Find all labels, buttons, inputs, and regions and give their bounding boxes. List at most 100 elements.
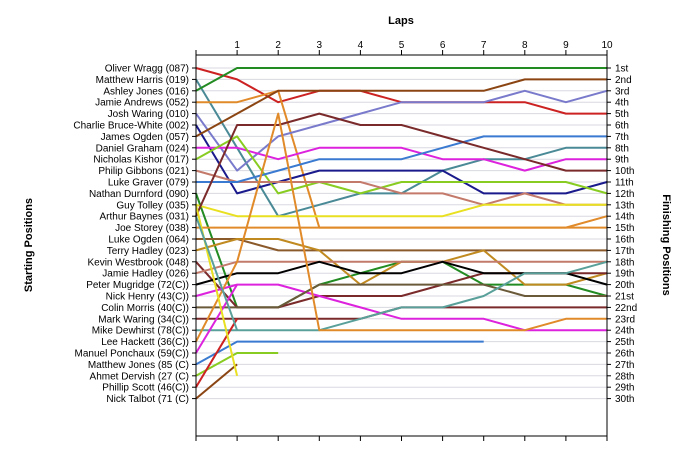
finishing-label: 22nd [615,303,637,314]
series-line [195,89,608,172]
starting-label: Oliver Wragg (087) [105,64,189,75]
starting-label: Colin Morris (40(C)) [101,303,189,314]
series-line [195,112,607,343]
x-tick-label: 5 [399,40,405,51]
finishing-label: 7th [615,132,629,143]
series-line [195,67,607,92]
axes [192,50,611,441]
finishing-label: 8th [615,143,629,154]
x-tick-label: 2 [275,40,281,51]
starting-label: Phillip Scott (46(C)) [102,383,189,394]
finishing-label: 12th [615,189,634,200]
series-line [195,112,607,217]
series-line [195,318,238,388]
starting-label: James Ogden (057) [101,132,189,143]
finishing-label: 26th [615,349,634,360]
series-line [195,260,607,275]
gridlines [196,67,607,400]
starting-label: Jamie Andrews (052) [95,98,189,109]
left-axis-title: Starting Positions [23,198,35,292]
starting-label: Daniel Graham (024) [96,143,189,154]
x-tick-label: 4 [358,40,364,51]
x-axis-title: Laps [388,15,414,27]
finishing-label: 3rd [615,86,629,97]
starting-label: Charlie Bruce-White (002) [73,121,189,132]
starting-label: Joe Storey (038) [115,223,189,234]
finishing-label: 14th [615,212,634,223]
starting-label: Peter Mugridge (72(C)) [86,280,189,291]
starting-label: Nicholas Kishor (017) [93,155,189,166]
series-line [195,78,607,138]
right-axis-title: Finishing Positions [660,194,672,295]
series-lines [195,67,608,400]
finishing-label: 17th [615,246,634,257]
axis-labels: 1 2 3 4 5 6 7 8 9 10 Oliver Wragg (087)Matthew Har… [73,40,637,405]
finishing-label: 24th [615,326,634,337]
finishing-label: 21st [615,292,634,303]
finishing-label: 9th [615,155,629,166]
series-line [196,238,607,252]
starting-label: Nick Talbot (71 (C) [106,394,189,405]
starting-label: Manuel Ponchaux (59(C)) [75,349,190,360]
starting-label: Mike Dewhirst (78(C)) [92,326,189,337]
starting-label: Ahmet Dervish (27 (C) [90,371,189,382]
finishing-label: 29th [615,383,634,394]
finishing-label: 30th [615,394,634,405]
finishing-label: 11th [615,178,634,189]
series-line [195,124,608,195]
finishing-label: 2nd [615,75,632,86]
finishing-label: 27th [615,360,634,371]
series-line [196,260,608,332]
starting-label: Mark Waring (34(C)) [98,314,189,325]
series-line [195,340,484,366]
x-tick-label: 1 [234,40,240,51]
series-line [195,352,279,377]
starting-label: Matthew Jones (85 (C) [88,360,189,371]
finishing-label: 10th [615,166,634,177]
series-line [196,135,607,183]
series-line [195,169,607,206]
series-line [195,203,607,218]
starting-label: Kevin Westbrook (048) [87,257,189,268]
finishing-label: 19th [615,269,634,280]
series-line [195,363,238,400]
finishing-label: 15th [615,223,634,234]
finishing-label: 18th [615,257,634,268]
finishing-label: 16th [615,235,634,246]
x-tick-label: 9 [563,40,569,51]
starting-label: Nathan Durnford (090) [89,189,189,200]
series-line [196,146,607,172]
starting-label: Guy Tolley (035) [116,200,189,211]
starting-label: Luke Graver (079) [108,178,189,189]
starting-label: Ashley Jones (016) [103,86,189,97]
series-line [195,283,607,332]
x-tick-label: 3 [317,40,323,51]
finishing-label: 13th [615,200,634,211]
x-tick-label: 6 [440,40,446,51]
series-line [195,215,239,331]
starting-label: Lee Hackett (36(C)) [101,337,189,348]
series-line [196,283,607,309]
series-line [195,284,238,354]
starting-label: Nick Henry (43(C)) [106,292,189,303]
finishing-label: 4th [615,98,629,109]
x-tick-label: 10 [601,40,613,51]
finishing-label: 25th [615,337,634,348]
finishing-label: 20th [615,280,634,291]
starting-label: Terry Hadley (023) [107,246,189,257]
series-line [196,306,607,320]
finishing-label: 28th [615,371,634,382]
starting-label: Philip Gibbons (021) [98,166,189,177]
x-tick-label: 8 [522,40,528,51]
finishing-label: 6th [615,121,629,132]
x-tick-label: 7 [481,40,487,51]
starting-label: Jamie Hadley (026) [102,269,189,280]
finishing-label: 5th [615,109,629,120]
finishing-label: 23rd [615,314,635,325]
finishing-label: 1st [615,64,629,75]
starting-label: Luke Ogden (064) [108,235,189,246]
starting-label: Arthur Baynes (031) [100,212,190,223]
starting-label: Josh Waring (010) [108,109,189,120]
